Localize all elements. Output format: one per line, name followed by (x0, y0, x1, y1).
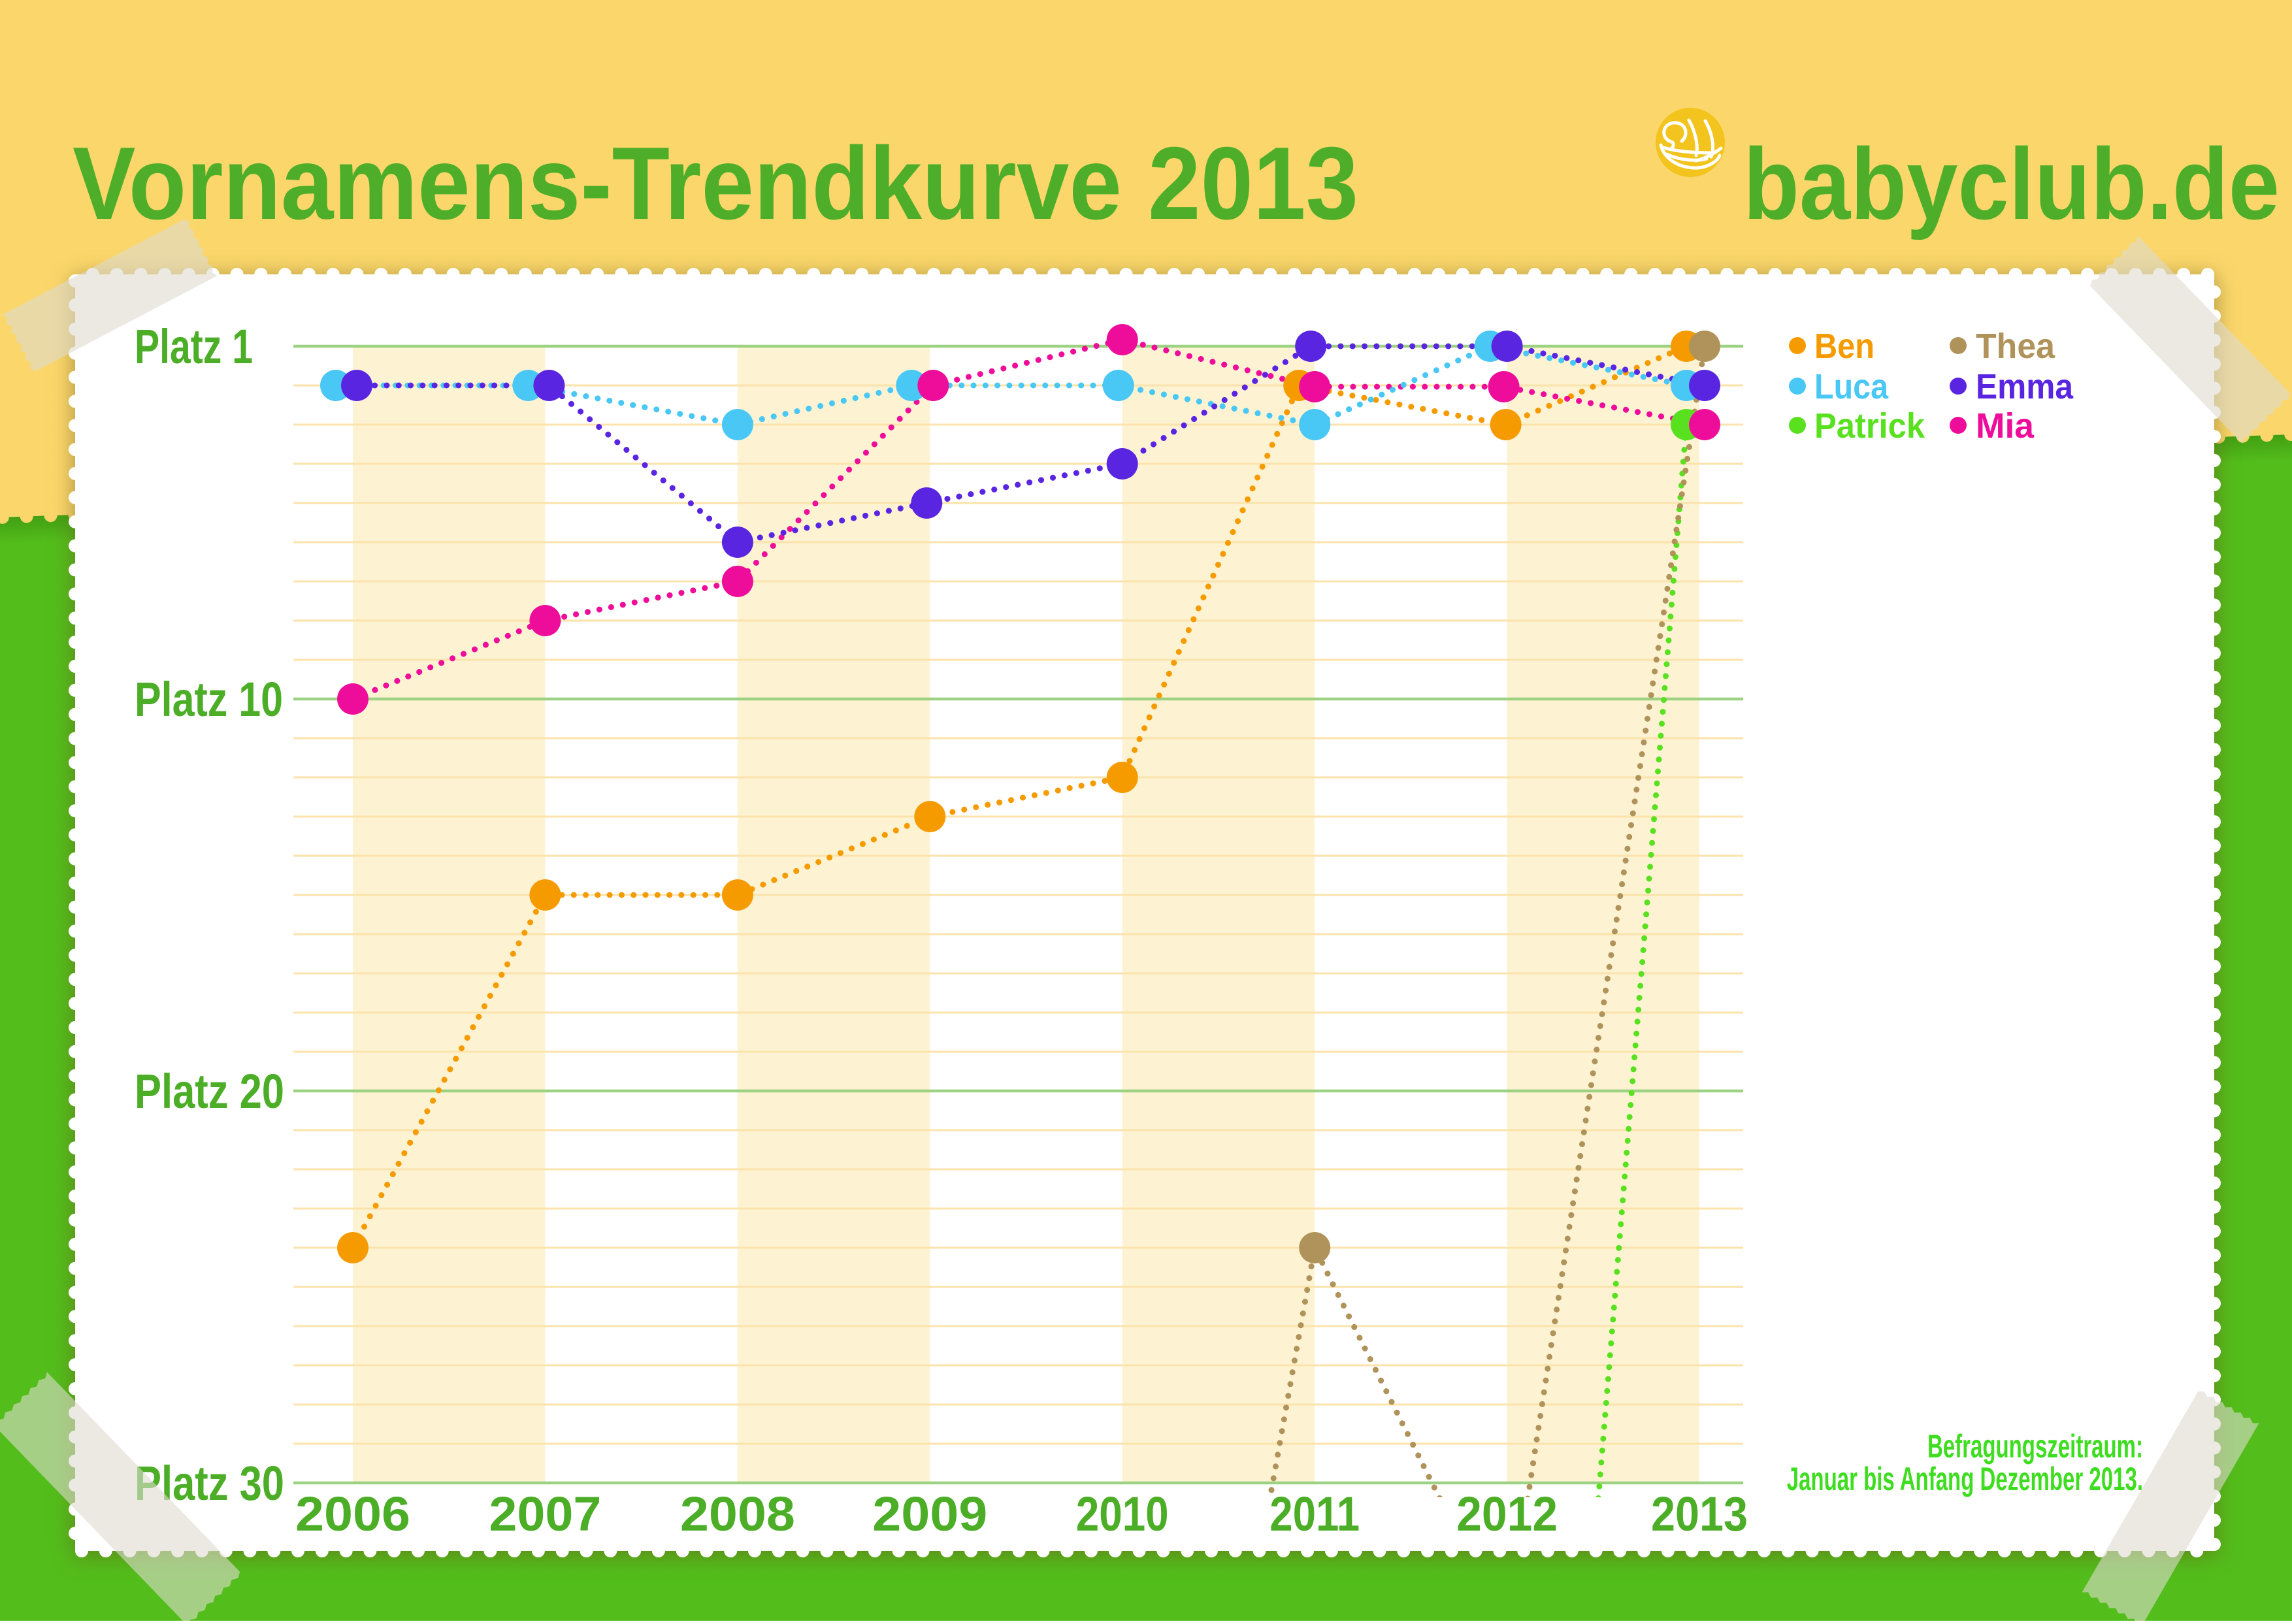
svg-text:2007: 2007 (489, 1487, 601, 1541)
svg-text:Thea: Thea (1976, 327, 2055, 366)
svg-text:Vornamens-Trendkurve 2013: Vornamens-Trendkurve 2013 (73, 126, 1358, 241)
svg-text:Patrick: Patrick (1814, 406, 1925, 446)
svg-text:2012: 2012 (1456, 1487, 1558, 1541)
svg-text:Emma: Emma (1976, 367, 2074, 406)
svg-text:2008: 2008 (680, 1487, 795, 1541)
svg-text:Befragungszeitraum:: Befragungszeitraum: (1927, 1428, 2143, 1464)
svg-text:Luca: Luca (1814, 367, 1889, 406)
svg-text:2006: 2006 (295, 1487, 410, 1541)
svg-text:2011: 2011 (1269, 1487, 1360, 1541)
svg-text:2010: 2010 (1076, 1487, 1169, 1541)
svg-text:Januar bis Anfang Dezember 201: Januar bis Anfang Dezember 2013. (1787, 1461, 2143, 1497)
svg-text:Mia: Mia (1976, 406, 2035, 446)
svg-text:2013: 2013 (1651, 1487, 1748, 1541)
svg-text:babyclub.de: babyclub.de (1743, 127, 2280, 240)
svg-text:Platz 20: Platz 20 (135, 1064, 284, 1118)
svg-text:Platz 1: Platz 1 (135, 319, 253, 374)
svg-text:Ben: Ben (1814, 327, 1875, 366)
svg-text:Platz 10: Platz 10 (135, 672, 283, 726)
svg-text:2009: 2009 (872, 1487, 987, 1541)
